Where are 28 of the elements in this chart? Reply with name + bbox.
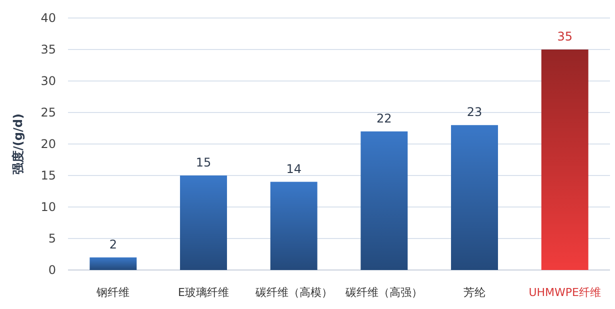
x-tick-label: UHMWPE纤维: [528, 286, 601, 299]
y-tick-label: 5: [48, 232, 56, 246]
y-tick-label: 25: [40, 106, 56, 120]
x-tick-label: 钢纤维: [96, 286, 130, 299]
data-label: 2: [109, 237, 117, 252]
y-tick-label: 20: [40, 137, 56, 151]
data-label: 15: [196, 156, 212, 170]
y-tick-label: 10: [40, 200, 56, 214]
bar: [270, 182, 318, 270]
data-label: 14: [286, 162, 302, 176]
x-tick-label: 碳纤维（高强）: [344, 286, 423, 299]
x-tick-label: 碳纤维（高模）: [254, 286, 332, 299]
data-label: 23: [466, 105, 482, 120]
x-tick-label: E玻璃纤维: [178, 286, 229, 299]
x-tick-label: 芳纶: [464, 286, 486, 299]
y-tick-label: 35: [40, 42, 56, 56]
y-tick-label: 30: [40, 74, 56, 88]
y-axis-title: 强度/(g/d): [11, 114, 25, 174]
y-tick-label: 0: [48, 263, 56, 277]
bar: [180, 176, 227, 270]
bar: [360, 131, 408, 270]
data-label: 35: [557, 30, 572, 44]
bar: [90, 257, 137, 270]
y-tick-label: 15: [40, 168, 56, 182]
bar: [451, 125, 498, 270]
bar: [541, 50, 588, 270]
y-tick-label: 40: [40, 11, 56, 25]
data-label: 22: [376, 111, 392, 126]
